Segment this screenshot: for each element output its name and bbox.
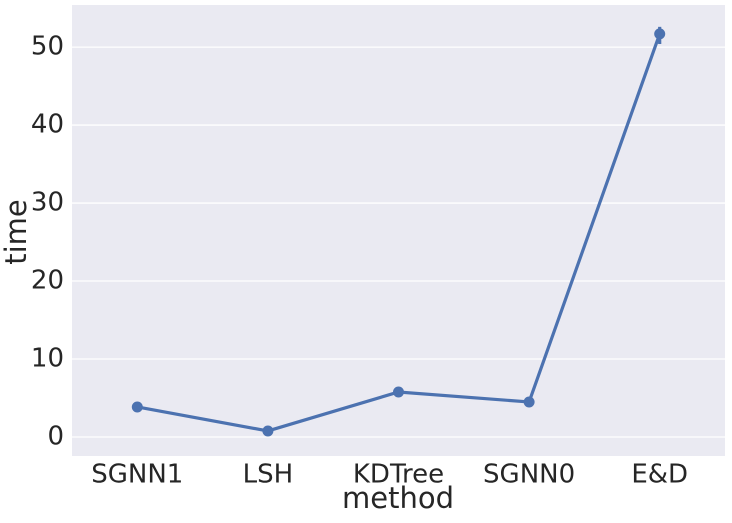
x-tick-label: E&D bbox=[631, 460, 688, 490]
y-tick-label: 10 bbox=[31, 344, 64, 374]
point bbox=[523, 396, 535, 408]
point bbox=[654, 28, 666, 40]
x-axis-label: method bbox=[342, 481, 454, 515]
point bbox=[262, 425, 274, 437]
y-tick-label: 50 bbox=[31, 32, 64, 62]
y-tick-label: 40 bbox=[31, 110, 64, 140]
y-tick-label: 30 bbox=[31, 188, 64, 218]
y-tick-label: 20 bbox=[31, 266, 64, 296]
x-tick-label: SGNN1 bbox=[91, 460, 183, 490]
y-axis-label: time bbox=[0, 199, 33, 265]
point bbox=[131, 401, 143, 413]
x-tick-label: SGNN0 bbox=[483, 460, 575, 490]
y-tick-label: 0 bbox=[47, 421, 64, 451]
x-tick-label: LSH bbox=[243, 460, 294, 490]
x-tick-label: KDTree bbox=[353, 460, 444, 490]
plot-area bbox=[72, 5, 725, 456]
point bbox=[393, 386, 404, 398]
